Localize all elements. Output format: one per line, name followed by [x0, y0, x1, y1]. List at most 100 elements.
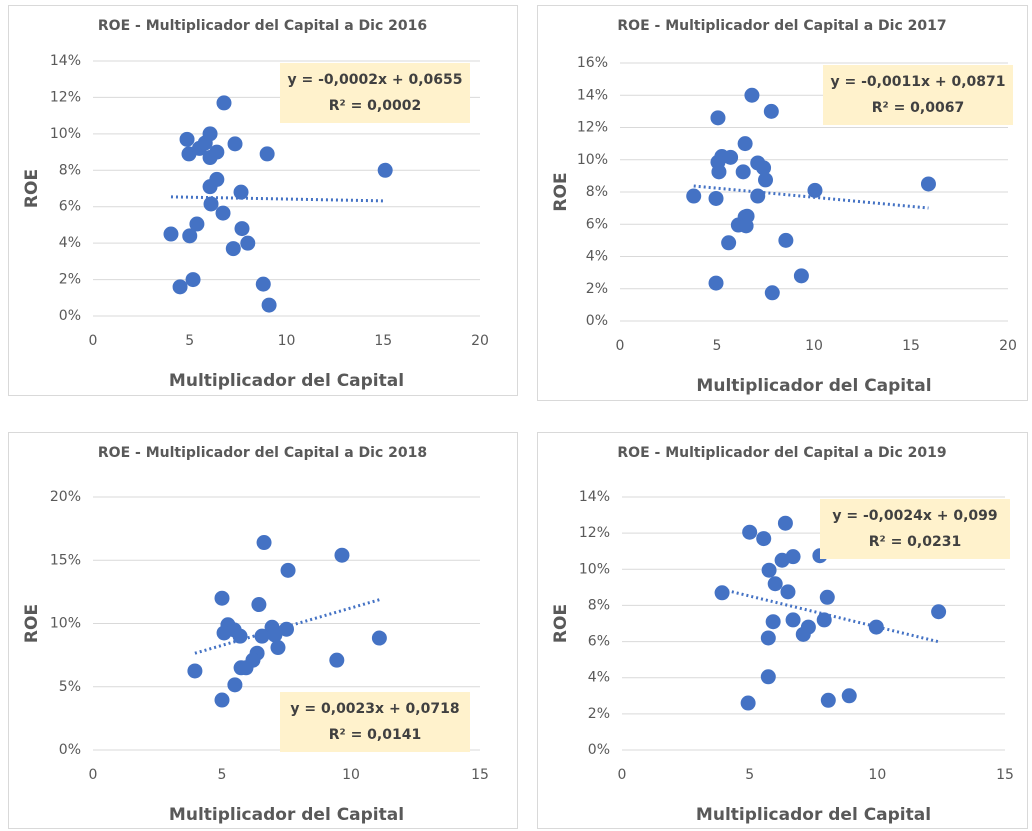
scatter-point	[259, 146, 275, 162]
scatter-point	[279, 621, 294, 637]
y-tick-label: 8%	[586, 184, 608, 200]
y-tick-label: 0%	[586, 313, 608, 329]
scatter-point	[785, 612, 801, 628]
x-axis-title: Multiplicador del Capital	[696, 376, 931, 396]
x-tick-label: 20	[471, 333, 489, 349]
scatter-point	[251, 597, 267, 613]
scatter-point	[240, 235, 256, 251]
x-tick-label: 0	[616, 338, 625, 354]
x-tick-label: 0	[89, 333, 98, 349]
x-tick-label: 15	[902, 338, 920, 354]
x-tick-label: 10	[342, 767, 360, 783]
scatter-point	[209, 144, 225, 160]
y-tick-label: 2%	[588, 706, 610, 722]
scatter-point	[765, 614, 781, 630]
y-tick-label: 2%	[59, 272, 81, 288]
scatter-point	[254, 628, 270, 644]
scatter-point	[819, 589, 835, 605]
x-tick-label: 5	[218, 767, 227, 783]
scatter-point	[760, 669, 776, 685]
scatter-point	[920, 176, 936, 192]
y-tick-label: 8%	[59, 162, 81, 178]
scatter-point	[215, 205, 231, 221]
scatter-point	[227, 136, 243, 152]
x-axis-title: Multiplicador del Capital	[169, 805, 404, 825]
scatter-point	[777, 515, 793, 531]
annotation-text: y = -0,0011x + 0,0871	[831, 74, 1006, 90]
scatter-point	[232, 628, 248, 644]
scatter-point	[735, 164, 751, 180]
y-tick-label: 6%	[586, 216, 608, 232]
scatter-point	[738, 218, 754, 234]
y-tick-label: 16%	[577, 55, 608, 71]
y-tick-label: 20%	[50, 489, 81, 505]
x-tick-label: 15	[471, 767, 489, 783]
scatter-point	[710, 110, 726, 126]
scatter-point	[760, 630, 776, 646]
y-tick-label: 12%	[50, 89, 81, 105]
scatter-point	[742, 524, 758, 540]
scatter-point	[182, 228, 198, 244]
scatter-point	[750, 188, 766, 204]
scatter-point	[238, 660, 254, 676]
scatter-point	[723, 149, 739, 165]
scatter-point	[334, 547, 350, 563]
scatter-point	[807, 182, 823, 198]
annotation-text: y = 0,0023x + 0,0718	[290, 701, 459, 717]
scatter-point	[841, 688, 857, 704]
scatter-point	[711, 164, 727, 180]
scatter-point	[261, 297, 277, 313]
scatter-point	[227, 677, 243, 693]
scatter-point	[187, 663, 203, 679]
scatter-point	[708, 275, 724, 291]
scatter-point	[778, 232, 794, 248]
y-tick-label: 12%	[577, 120, 608, 136]
y-tick-label: 12%	[579, 525, 610, 541]
annotation-text: R² = 0,0067	[872, 100, 964, 116]
y-tick-label: 4%	[588, 670, 610, 686]
y-axis-title: ROE	[22, 604, 42, 643]
x-tick-label: 10	[868, 767, 886, 783]
scatter-point	[179, 131, 195, 147]
annotation-text: R² = 0,0002	[329, 98, 421, 114]
y-tick-label: 15%	[50, 552, 81, 568]
x-tick-label: 10	[805, 338, 823, 354]
y-tick-label: 14%	[579, 489, 610, 505]
x-tick-label: 10	[278, 333, 296, 349]
scatter-point	[371, 630, 387, 646]
annotation-box	[280, 63, 470, 123]
scatter-point	[761, 562, 777, 578]
y-tick-label: 0%	[59, 742, 81, 758]
scatter-point	[202, 126, 218, 142]
scatter-point	[377, 162, 393, 178]
y-tick-label: 10%	[50, 616, 81, 632]
annotation-box	[823, 65, 1013, 125]
scatter-point	[185, 272, 201, 288]
scatter-point	[234, 221, 250, 237]
scatter-point	[216, 95, 232, 111]
scatter-point	[756, 531, 772, 547]
scatter-point	[816, 612, 832, 628]
scatter-point	[163, 226, 179, 242]
annotation-text: R² = 0,0141	[329, 727, 421, 743]
scatter-point	[756, 160, 772, 176]
y-tick-label: 10%	[577, 152, 608, 168]
y-tick-label: 8%	[588, 597, 610, 613]
chart-frame	[537, 5, 1028, 401]
annotation-box	[280, 692, 470, 752]
scatter-point	[744, 87, 760, 103]
scatter-point	[203, 196, 219, 212]
scatter-point	[820, 692, 836, 708]
scatter-point	[868, 619, 884, 635]
y-tick-label: 10%	[579, 561, 610, 577]
scatter-point	[740, 695, 756, 711]
y-tick-label: 10%	[50, 126, 81, 142]
x-tick-label: 20	[999, 338, 1017, 354]
scatter-point	[764, 285, 780, 301]
scatter-point	[758, 172, 773, 188]
x-axis-title: Multiplicador del Capital	[696, 805, 931, 825]
y-axis-title: ROE	[551, 172, 571, 211]
scatter-point	[214, 590, 230, 606]
x-tick-label: 0	[618, 767, 627, 783]
